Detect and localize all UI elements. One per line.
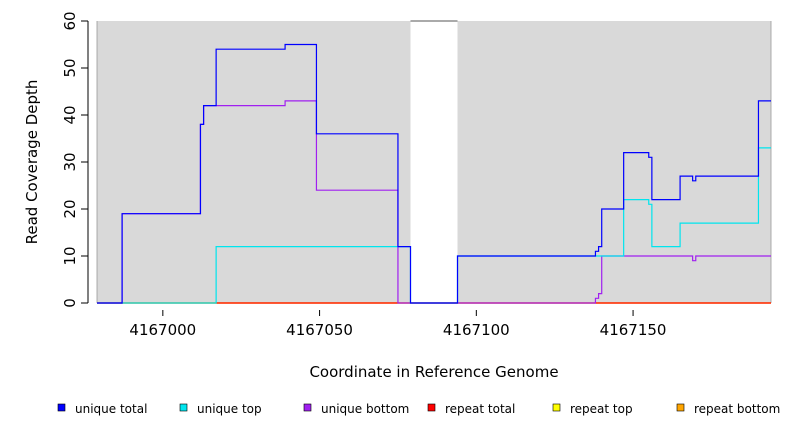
series-lines — [97, 43, 771, 304]
legend-swatch-unique-top — [179, 403, 188, 412]
x-tick-label: 4167100 — [443, 321, 510, 339]
y-tick-label: 0 — [61, 298, 79, 308]
x-axis-title: Coordinate in Reference Genome — [309, 363, 558, 381]
axes: 0 10 20 30 40 50 60 4167000 4167050 4167100 416715… — [61, 11, 666, 339]
y-tick-label: 40 — [61, 105, 79, 124]
y-tick-label: 10 — [61, 246, 79, 265]
gap-region — [410, 21, 458, 303]
series-line-unique-top — [97, 147, 771, 304]
series-line-unique-total — [97, 43, 771, 304]
legend: unique total unique top unique bottom repea… — [57, 402, 780, 416]
legend-label-unique-total: unique total — [75, 402, 147, 416]
legend-label-unique-bottom: unique bottom — [321, 402, 409, 416]
legend-swatch-repeat-total — [427, 403, 436, 412]
legend-swatch-unique-total — [57, 403, 66, 412]
plot-area — [96, 20, 772, 303]
x-tick-label: 4167150 — [600, 321, 667, 339]
y-tick-label: 20 — [61, 199, 79, 218]
legend-swatch-unique-bottom — [303, 403, 312, 412]
y-tick-label: 50 — [61, 58, 79, 77]
legend-swatch-repeat-top — [552, 403, 561, 412]
legend-label-repeat-bottom: repeat bottom — [694, 402, 780, 416]
legend-label-repeat-total: repeat total — [445, 402, 515, 416]
legend-swatch-repeat-bottom — [676, 403, 685, 412]
legend-label-unique-top: unique top — [197, 402, 262, 416]
y-tick-label: 60 — [61, 11, 79, 30]
y-axis-title: Read Coverage Depth — [23, 80, 41, 245]
x-tick-label: 4167000 — [129, 321, 196, 339]
x-tick-label: 4167050 — [286, 321, 353, 339]
y-tick-label: 30 — [61, 152, 79, 171]
legend-label-repeat-top: repeat top — [570, 402, 633, 416]
